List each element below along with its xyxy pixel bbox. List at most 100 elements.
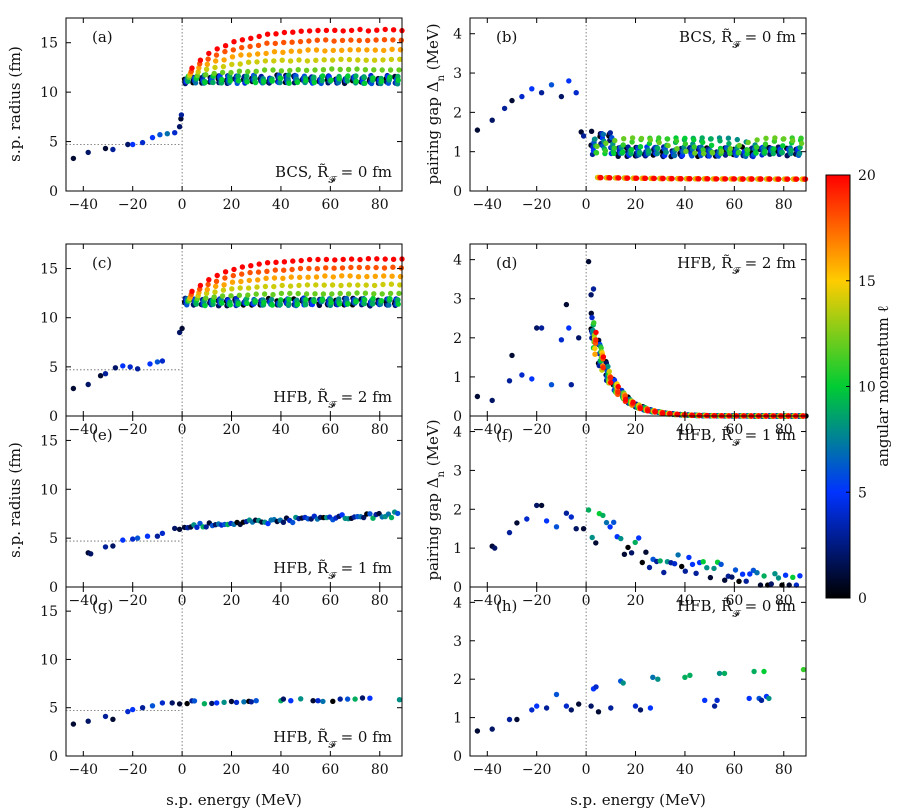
data-point [745, 147, 751, 153]
data-point [746, 695, 752, 702]
y-tick-label: 5 [49, 701, 58, 717]
y-tick-label: 0 [49, 580, 58, 596]
data-point [149, 703, 156, 709]
y-axis-label-radius: s.p. radius (fm) [6, 46, 24, 162]
data-point [322, 48, 328, 54]
data-point [339, 37, 346, 44]
data-point [112, 365, 119, 371]
panel-annotation: HFB, R̃𝓕 = 0 fm [273, 728, 392, 751]
data-point [247, 269, 253, 276]
data-point [664, 136, 671, 142]
plot-frame [469, 17, 807, 192]
x-tick-label: 20 [223, 762, 241, 778]
y-tick-label: 2 [453, 502, 462, 518]
y-tick-label: 10 [40, 311, 58, 327]
data-point [85, 718, 91, 724]
data-point [296, 282, 302, 289]
panel-g: −40 −20 0 20 40 60 80 0 5 10 15 (g) HFB, R̃𝓕 = 0 fm [40, 586, 403, 778]
data-point [328, 299, 334, 306]
data-point [287, 283, 294, 289]
data-point [600, 354, 607, 360]
data-point [201, 701, 208, 707]
data-point [739, 571, 746, 577]
data-point [667, 411, 673, 417]
data-point [272, 40, 278, 47]
data-point [474, 393, 481, 400]
data-point [321, 282, 327, 288]
data-point [311, 74, 317, 80]
data-point [361, 300, 367, 307]
data-point [395, 510, 401, 517]
data-point [311, 298, 317, 305]
data-point [780, 143, 786, 149]
data-point [205, 56, 211, 62]
data-point [509, 97, 515, 104]
y-tick-label: 3 [453, 463, 462, 479]
data-point [297, 274, 303, 280]
panel-annotation: HFB, R̃𝓕 = 1 fm [677, 426, 796, 449]
data-point [271, 283, 277, 290]
data-point [302, 302, 309, 308]
panel-annotation: HFB, R̃𝓕 = 1 fm [273, 559, 392, 582]
data-point [332, 27, 338, 33]
data-point [687, 176, 693, 182]
data-point [211, 70, 217, 77]
data-point [281, 29, 288, 36]
data-point [708, 142, 715, 148]
data-point [722, 577, 728, 583]
data-point [195, 69, 201, 75]
y-tick-label: 1 [453, 370, 462, 386]
data-point [320, 73, 326, 79]
data-point [646, 564, 653, 571]
data-point [304, 58, 311, 64]
data-point [320, 67, 327, 73]
data-point [588, 703, 594, 709]
data-point [246, 52, 252, 58]
data-point [691, 144, 697, 150]
data-point [157, 132, 163, 138]
colorbar-tick-label: 20 [858, 168, 876, 184]
data-point [651, 175, 657, 182]
data-point [70, 155, 77, 162]
x-tick-label: 40 [272, 197, 290, 213]
x-tick-label: 40 [676, 762, 694, 778]
data-point [102, 371, 109, 377]
data-point [643, 549, 649, 555]
data-point [620, 680, 626, 686]
data-point [665, 142, 671, 149]
data-point [185, 78, 191, 85]
data-point [336, 76, 343, 82]
data-point [671, 561, 678, 567]
data-point [390, 264, 396, 270]
data-point [615, 389, 621, 395]
panel-annotation: BCS, R̃𝓕 = 0 fm [679, 28, 796, 51]
data-point [297, 48, 303, 54]
data-point [793, 582, 800, 588]
data-point [798, 140, 805, 147]
data-point [713, 176, 720, 182]
data-point [288, 698, 294, 704]
data-point [172, 130, 178, 136]
data-point [395, 297, 401, 303]
colorbar-label: angular momentum ℓ [874, 305, 892, 466]
data-point [754, 137, 760, 143]
data-point [289, 39, 295, 45]
data-point [761, 668, 767, 675]
data-point [315, 256, 321, 263]
panel-a: −40 −20 0 20 40 60 80 0 5 10 15 (a) BCS, R̃𝓕 = 0 fm [40, 17, 405, 213]
data-point [238, 52, 244, 58]
data-point [239, 37, 246, 43]
data-point [287, 290, 293, 297]
panel-h: −40 −20 0 20 40 60 80 0 1 2 3 4 (h) HFB, R̃𝓕 = 0 fm [453, 586, 807, 778]
data-point [255, 269, 262, 275]
y-axis-label-gap: pairing gap Δn (MeV) [424, 23, 447, 184]
data-point [339, 512, 345, 518]
data-point [638, 135, 645, 142]
data-point [705, 176, 711, 182]
data-point [273, 259, 279, 265]
y-tick-label: 0 [49, 184, 58, 200]
data-point [261, 67, 268, 73]
y-tick-label: 0 [49, 749, 58, 765]
data-point [711, 565, 717, 572]
data-point [271, 58, 277, 64]
